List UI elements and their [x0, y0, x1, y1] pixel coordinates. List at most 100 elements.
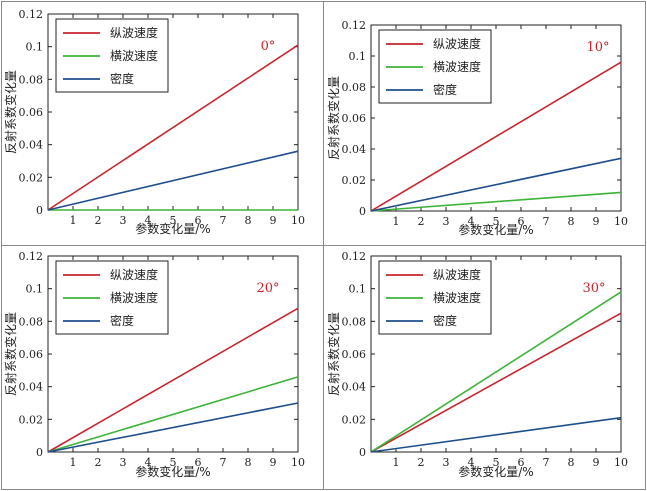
legend-label-3: 密度	[110, 313, 134, 328]
y-tick-label: 0.04	[19, 139, 44, 152]
legend-label-2: 横波速度	[110, 290, 158, 305]
y-tick-label: 0.06	[19, 348, 44, 361]
x-tick-label: 8	[245, 214, 252, 227]
x-tick-label: 6	[518, 215, 525, 228]
x-tick-label: 7	[220, 456, 227, 469]
y-tick-label: 0.1	[349, 283, 367, 296]
x-tick-label: 5	[170, 214, 177, 227]
y-tick-label: 0.08	[19, 73, 44, 86]
series-line-3	[47, 402, 299, 453]
angle-annotation: 20°	[256, 281, 279, 296]
legend-label-1: 纵波速度	[110, 25, 158, 40]
y-tick-label: 0.12	[19, 8, 44, 21]
x-tick-label: 8	[568, 215, 575, 228]
series-line-1	[370, 312, 622, 453]
y-tick-label: 0.06	[342, 348, 367, 361]
legend-label-1: 纵波速度	[110, 267, 158, 282]
y-axis-title: 反射系数变化量	[326, 312, 341, 396]
x-axis-title: 参数变化量/%	[135, 221, 210, 236]
legend-label-2: 横波速度	[433, 290, 481, 305]
y-tick-label: 0.1	[26, 283, 44, 296]
legend-label-1: 纵波速度	[433, 267, 481, 282]
x-axis-title: 参数变化量/%	[458, 222, 533, 237]
x-tick-label: 5	[170, 456, 177, 469]
subplot-2: 0 0.02 0.04 0.06 0.08 0.1 0.12 1 2 3 4 5 6 7 8 9 10 参数变化量…	[326, 19, 628, 237]
legend-label-2: 横波速度	[110, 48, 158, 63]
legend-label-2: 横波速度	[433, 59, 481, 74]
x-tick-label: 1	[393, 215, 400, 228]
x-tick-label: 9	[593, 215, 600, 228]
series-line-1	[47, 307, 299, 453]
y-tick-label: 0.12	[342, 250, 367, 263]
x-tick-label: 9	[593, 456, 600, 469]
legend-label-3: 密度	[433, 313, 457, 328]
x-tick-label: 3	[120, 214, 127, 227]
x-tick-label: 5	[493, 456, 500, 469]
x-tick-label: 2	[95, 456, 102, 469]
y-tick-label: 0.04	[19, 381, 44, 394]
x-tick-label: 9	[270, 456, 277, 469]
y-tick-label: 0	[359, 205, 366, 218]
y-tick-label: 0.06	[19, 106, 44, 119]
y-tick-label: 0.12	[19, 250, 44, 263]
y-axis-title: 反射系数变化量	[3, 70, 18, 154]
x-tick-label: 10	[291, 214, 305, 227]
x-tick-label: 9	[270, 214, 277, 227]
series-line-3	[47, 150, 299, 211]
x-tick-label: 2	[418, 456, 425, 469]
x-tick-label: 2	[418, 215, 425, 228]
subplot-3: 0 0.02 0.04 0.06 0.08 0.1 0.12 1 2 3 4 5 6 7 8 9 10 参数变化量…	[3, 250, 305, 479]
y-tick-label: 0	[36, 446, 43, 459]
legend-label-3: 密度	[433, 82, 457, 97]
x-tick-label: 5	[493, 215, 500, 228]
y-tick-label: 0.02	[342, 413, 367, 426]
angle-annotation: 30°	[582, 281, 605, 296]
angle-annotation: 10°	[586, 40, 609, 55]
x-tick-label: 6	[195, 456, 202, 469]
y-tick-label: 0.1	[349, 50, 367, 63]
y-tick-label: 0.04	[342, 381, 367, 394]
x-tick-label: 4	[468, 456, 475, 469]
y-tick-label: 0.02	[342, 174, 367, 187]
x-tick-label: 6	[195, 214, 202, 227]
x-tick-label: 6	[518, 456, 525, 469]
x-tick-label: 7	[543, 456, 550, 469]
x-tick-label: 1	[70, 214, 77, 227]
x-tick-label: 1	[393, 456, 400, 469]
x-tick-label: 4	[145, 214, 152, 227]
legend-label-1: 纵波速度	[433, 36, 481, 51]
x-tick-label: 10	[291, 456, 305, 469]
x-tick-label: 8	[568, 456, 575, 469]
x-tick-label: 8	[245, 456, 252, 469]
x-tick-label: 10	[614, 215, 628, 228]
x-axis-title: 参数变化量/%	[135, 464, 210, 479]
y-tick-label: 0.02	[19, 171, 44, 184]
x-tick-label: 10	[614, 456, 628, 469]
y-tick-label: 0	[359, 446, 366, 459]
y-tick-label: 0.12	[342, 19, 367, 32]
series-line-3	[370, 157, 622, 212]
x-tick-label: 3	[443, 215, 450, 228]
angle-annotation: 0°	[261, 39, 276, 54]
series-line-3	[370, 416, 622, 453]
y-tick-label: 0.08	[342, 81, 367, 94]
series-line-2	[370, 291, 622, 453]
y-tick-label: 0.1	[26, 41, 44, 54]
y-tick-label: 0	[36, 204, 43, 217]
x-tick-label: 4	[145, 456, 152, 469]
y-tick-label: 0.06	[342, 112, 367, 125]
y-tick-label: 0.02	[19, 413, 44, 426]
series-line-1	[47, 44, 299, 211]
y-tick-label: 0.08	[19, 315, 44, 328]
y-axis-title: 反射系数变化量	[3, 312, 18, 396]
series-line-2	[370, 191, 622, 212]
x-tick-label: 3	[120, 456, 127, 469]
x-tick-label: 1	[70, 456, 77, 469]
x-tick-label: 2	[95, 214, 102, 227]
y-tick-label: 0.04	[342, 143, 367, 156]
